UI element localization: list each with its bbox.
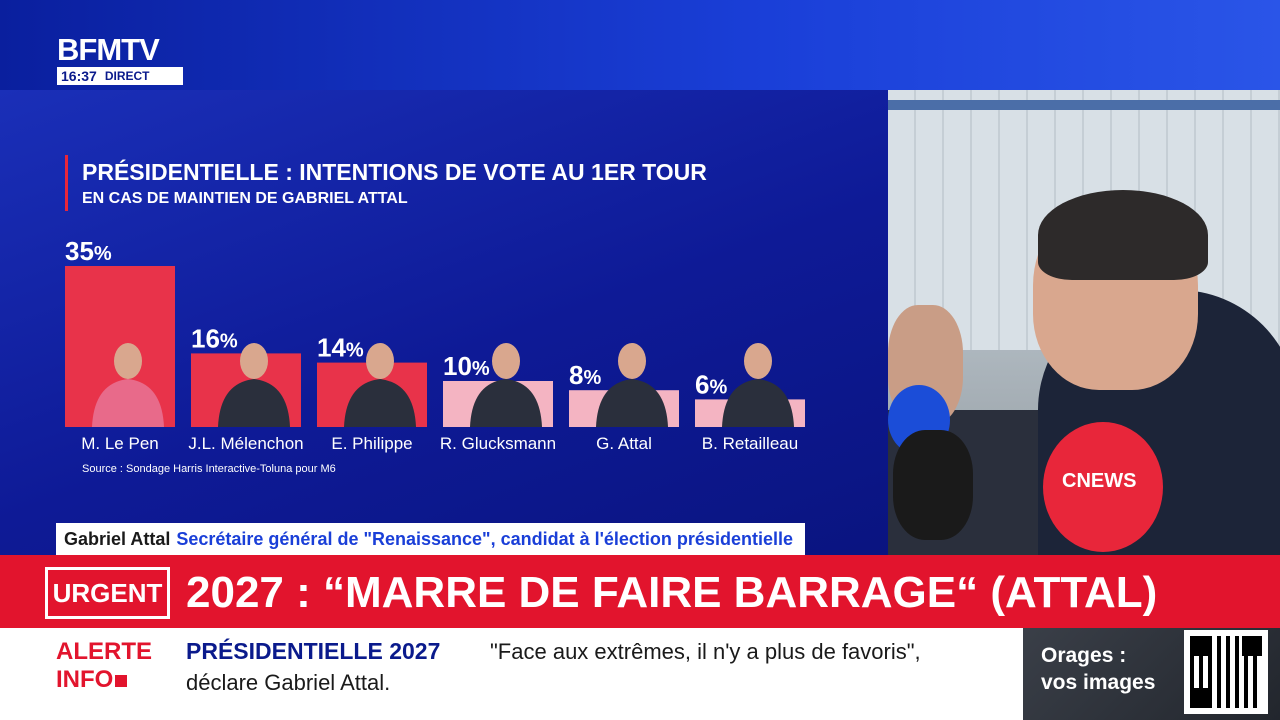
storm-promo-text: Orages : vos images xyxy=(1041,642,1181,696)
candidate-portrait-head-2 xyxy=(366,343,394,379)
candidate-portrait-body-5 xyxy=(722,379,794,427)
urgent-badge-label: URGENT xyxy=(52,577,163,608)
video-ceiling-beam xyxy=(888,100,1280,110)
logo-clock-bar: 16:37 DIRECT xyxy=(57,67,183,85)
category-label-5: B. Retailleau xyxy=(702,434,798,453)
value-label-1: 16% xyxy=(191,323,238,353)
value-label-2: 14% xyxy=(317,333,364,363)
live-label: DIRECT xyxy=(104,69,150,83)
alert-tag-line2: INFO xyxy=(56,666,114,693)
cnews-mic-label: CNEWS xyxy=(1058,468,1141,495)
candidate-portrait-body-2 xyxy=(344,379,416,427)
speaker-lower-third: Gabriel Attal Secrétaire général de "Ren… xyxy=(56,523,805,555)
category-label-1: J.L. Mélenchon xyxy=(188,434,303,453)
speaker-name: Gabriel Attal xyxy=(64,528,171,549)
alert-dot-icon xyxy=(115,675,128,687)
alert-info-tag: ALERTE INFO xyxy=(56,638,176,694)
candidate-portrait-head-4 xyxy=(618,343,646,379)
clock-time: 16:37 xyxy=(61,68,97,84)
alert-tag-line1: ALERTE xyxy=(56,638,152,665)
black-microphone-icon xyxy=(893,430,973,540)
candidate-portrait-body-4 xyxy=(596,379,668,427)
category-label-0: M. Le Pen xyxy=(81,434,159,453)
promo-line1: Orages : xyxy=(1041,644,1127,667)
candidate-portrait-body-0 xyxy=(92,379,164,427)
video-person-speaker-hair xyxy=(1038,190,1208,280)
candidate-portrait-body-3 xyxy=(470,379,542,427)
speaker-role: Secrétaire général de "Renaissance", can… xyxy=(176,528,793,549)
candidate-portrait-head-5 xyxy=(744,343,772,379)
chart-subtitle: EN CAS DE MAINTIEN DE GABRIEL ATTAL xyxy=(82,190,408,207)
value-label-0: 35% xyxy=(65,236,112,266)
alert-topic: PRÉSIDENTIELLE 2027 xyxy=(186,638,441,664)
chart-title-accent xyxy=(65,155,68,211)
urgent-headline: 2027 : “MARRE DE FAIRE BARRAGE“ (ATTAL) xyxy=(186,568,1158,617)
channel-logo: BFMTV 16:37 DIRECT xyxy=(57,34,183,85)
category-label-4: G. Attal xyxy=(596,434,652,453)
candidate-portrait-head-1 xyxy=(240,343,268,379)
candidate-portrait-head-3 xyxy=(492,343,520,379)
promo-line2: vos images xyxy=(1041,671,1156,694)
qr-code-icon xyxy=(1184,630,1268,714)
top-band xyxy=(0,0,1280,90)
candidate-portrait-head-0 xyxy=(114,343,142,379)
urgent-badge: URGENT xyxy=(45,567,170,619)
candidate-portrait-body-1 xyxy=(218,379,290,427)
live-video-feed: CNEWS xyxy=(888,90,1280,555)
logo-wordmark: BFMTV xyxy=(57,32,160,67)
alert-band xyxy=(0,628,1023,720)
alert-text-line1: "Face aux extrêmes, il n'y a plus de fav… xyxy=(490,639,921,664)
category-label-3: R. Glucksmann xyxy=(440,434,556,453)
poll-bar-chart: 35% M. Le Pen 16% J.L. Mélenchon 14% E. Phili… xyxy=(65,236,805,453)
value-label-4: 8% xyxy=(569,360,601,390)
value-label-3: 10% xyxy=(443,351,490,381)
chart-title: PRÉSIDENTIELLE : INTENTIONS DE VOTE AU 1… xyxy=(82,159,707,185)
urgent-band xyxy=(0,555,1280,628)
chart-source: Source : Sondage Harris Interactive-Tolu… xyxy=(82,463,336,475)
value-label-5: 6% xyxy=(695,369,727,399)
alert-text-line2: déclare Gabriel Attal. xyxy=(186,670,391,695)
category-label-2: E. Philippe xyxy=(331,434,412,453)
